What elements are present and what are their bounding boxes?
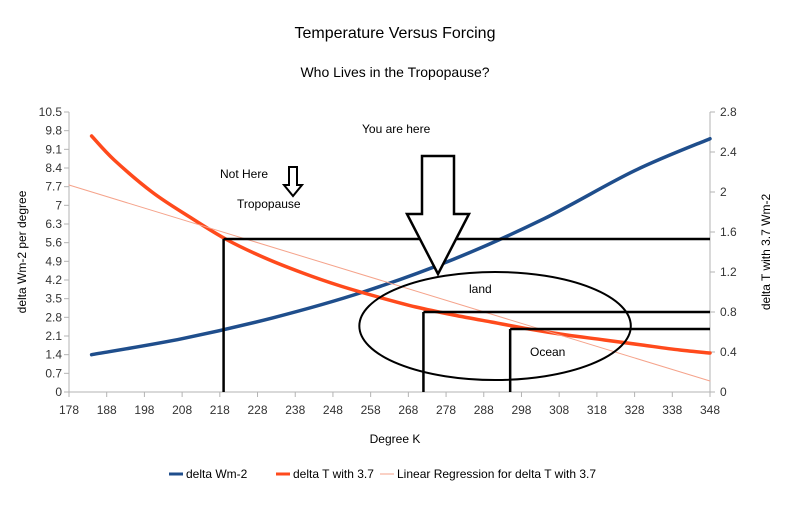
x-tick-label: 208: [172, 403, 192, 417]
series-line-2: [68, 184, 711, 382]
annotation-land: land: [469, 282, 492, 296]
y-left-tick-label: 9.8: [45, 124, 62, 138]
legend-label-2: Linear Regression for delta T with 3.7: [397, 467, 596, 481]
x-tick-label: 238: [285, 403, 305, 417]
x-tick-label: 258: [361, 403, 381, 417]
y-right-tick-label: 2.8: [720, 105, 737, 119]
y-right-tick-labels: 0 0.4 0.8 1.2 1.6 2 2.4 2.8: [710, 105, 737, 399]
annotation-you-are-here: You are here: [362, 122, 431, 136]
series-line-1: [89, 134, 712, 355]
x-tick-label: 288: [474, 403, 494, 417]
x-axis-title: Degree K: [370, 432, 421, 446]
x-tick-label: 268: [398, 403, 418, 417]
annotation-tropopause: Tropopause: [237, 197, 301, 211]
x-tick-label: 338: [662, 403, 682, 417]
y-left-tick-label: 1.4: [45, 348, 62, 362]
y-right-axis-title: delta T with 3.7 Wm-2: [759, 194, 773, 311]
y-right-tick-label: 2: [720, 185, 727, 199]
y-left-tick-label: 5.6: [45, 236, 62, 250]
y-left-tick-label: 7: [55, 198, 62, 212]
y-right-tick-label: 1.2: [720, 265, 737, 279]
y-left-tick-label: 3.5: [45, 292, 62, 306]
x-tick-label: 298: [511, 403, 531, 417]
x-tick-label: 248: [323, 403, 343, 417]
x-tick-label: 228: [248, 403, 268, 417]
legend: delta Wm-2 delta T with 3.7 Linear Regress…: [169, 467, 596, 481]
y-left-tick-label: 8.4: [45, 161, 62, 175]
legend-label-1: delta T with 3.7: [293, 467, 374, 481]
axes: [68, 112, 711, 393]
y-left-tick-label: 7.7: [45, 180, 62, 194]
y-right-tick-label: 2.4: [720, 145, 737, 159]
y-left-tick-label: 4.2: [45, 273, 62, 287]
x-tick-label: 278: [436, 403, 456, 417]
y-right-tick-label: 1.6: [720, 225, 737, 239]
y-left-axis-title: delta Wm-2 per degree: [15, 190, 29, 313]
annotation-ocean: Ocean: [530, 345, 565, 359]
x-tick-labels: 178 188 198 208 218 228 238 248 258 268 278 288 298 3…: [59, 392, 720, 417]
x-tick-label: 318: [587, 403, 607, 417]
y-right-tick-label: 0: [720, 385, 727, 399]
x-tick-label: 348: [700, 403, 720, 417]
y-left-tick-label: 2.1: [45, 329, 62, 343]
not-here-arrow-icon: [281, 166, 305, 198]
x-tick-label: 188: [97, 403, 117, 417]
annotation-layer: [222, 154, 710, 392]
land-ocean-ellipse: [358, 271, 632, 381]
x-tick-label: 308: [549, 403, 569, 417]
y-right-tick-label: 0.4: [720, 345, 737, 359]
y-left-tick-label: 10.5: [39, 105, 63, 119]
chart-title: Temperature Versus Forcing: [295, 25, 496, 42]
chart-subtitle: Who Lives in the Tropopause?: [300, 64, 489, 80]
y-left-tick-label: 0: [55, 385, 62, 399]
x-tick-label: 178: [59, 403, 79, 417]
x-tick-label: 198: [134, 403, 154, 417]
series-layer: [68, 134, 712, 382]
y-left-tick-label: 2.8: [45, 310, 62, 324]
x-tick-label: 328: [625, 403, 645, 417]
y-left-tick-labels: 0 0.7 1.4 2.1 2.8 3.5 4.2 4.9 5.6 6.3 7 7.7 8.4 9.1 9.…: [39, 105, 69, 399]
y-left-tick-label: 0.7: [45, 366, 62, 380]
legend-label-0: delta Wm-2: [186, 467, 248, 481]
y-left-tick-label: 9.1: [45, 142, 62, 156]
y-right-tick-label: 0.8: [720, 305, 737, 319]
chart-titles: Temperature Versus Forcing Who Lives in …: [295, 25, 496, 80]
y-left-tick-label: 6.3: [45, 217, 62, 231]
annotation-labels: You are here Not Here Tropopause land Oc…: [220, 122, 565, 359]
annotation-not-here: Not Here: [220, 167, 268, 181]
x-tick-label: 218: [210, 403, 230, 417]
y-left-tick-label: 4.9: [45, 254, 62, 268]
series-line-0: [89, 136, 712, 357]
you-are-here-arrow-icon: [404, 154, 472, 277]
